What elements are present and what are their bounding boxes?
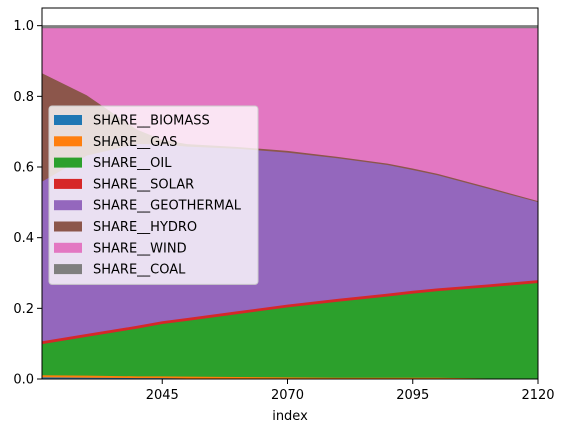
y-tick-label: 0.6 — [13, 161, 34, 176]
legend-box — [48, 105, 259, 285]
legend-label-share-gas: SHARE__GAS — [93, 135, 177, 150]
area-share-coal — [41, 25, 539, 29]
legend-label-share-wind: SHARE__WIND — [93, 241, 187, 256]
plot-frame — [41, 7, 539, 380]
legend-label-share-coal: SHARE__COAL — [93, 263, 186, 278]
legend-swatch-share-geothermal — [54, 200, 82, 211]
y-tick-label: 0.4 — [13, 231, 34, 246]
axes-frame — [41, 7, 539, 380]
legend-swatch-share-hydro — [54, 221, 82, 232]
legend: SHARE__BIOMASS SHARE__GAS SHARE__OIL SHARE_… — [48, 105, 259, 285]
legend-swatch-share-oil — [54, 157, 82, 168]
legend-label-share-biomass: SHARE__BIOMASS — [93, 114, 210, 129]
legend-swatch-share-coal — [54, 264, 82, 275]
legend-swatch-share-biomass — [54, 115, 82, 125]
y-tick-label: 0.0 — [13, 373, 34, 388]
legend-swatch-share-wind — [54, 242, 82, 253]
x-tick-label: 2045 — [146, 388, 179, 403]
y-axis-ticks: 0.0 0.2 0.4 0.6 0.8 1.0 — [13, 19, 42, 388]
legend-label-share-hydro: SHARE__HYDRO — [93, 220, 197, 235]
x-tick-label: 2095 — [396, 388, 429, 403]
legend-label-share-geothermal: SHARE__GEOTHERMAL — [93, 199, 242, 214]
x-tick-label: 2120 — [521, 388, 554, 403]
legend-label-share-solar: SHARE__SOLAR — [93, 177, 194, 192]
y-tick-label: 0.2 — [13, 302, 34, 317]
x-tick-label: 2070 — [271, 388, 304, 403]
x-axis-ticks: 2045 2070 2095 2120 — [146, 379, 555, 403]
legend-swatch-share-solar — [54, 178, 82, 189]
legend-swatch-share-gas — [54, 136, 82, 147]
y-tick-label: 0.8 — [13, 90, 34, 105]
y-tick-label: 1.0 — [13, 19, 34, 34]
legend-label-share-oil: SHARE__OIL — [93, 156, 172, 171]
x-axis-label: index — [272, 409, 308, 424]
